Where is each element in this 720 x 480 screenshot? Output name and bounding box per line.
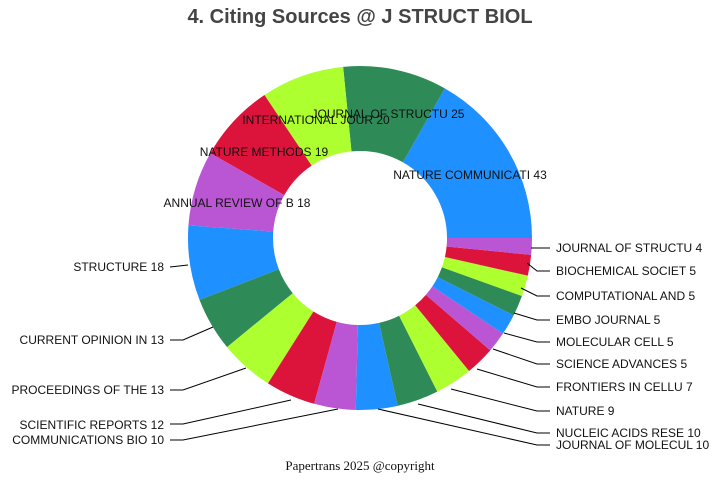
donut-slices [188, 65, 532, 411]
leader-line [513, 312, 550, 321]
leader-line [170, 367, 247, 391]
leader-line [170, 326, 214, 341]
slice-label: COMMUNICATIONS BIO 10 [12, 433, 164, 447]
slice-label: BIOCHEMICAL SOCIET 5 [556, 264, 696, 278]
donut-slice [437, 267, 522, 316]
slice-label: EMBO JOURNAL 5 [556, 313, 661, 327]
slice-label: CURRENT OPINION IN 13 [20, 333, 165, 347]
leader-line [169, 264, 189, 268]
slice-label: NATURE COMMUNICATI 43 [393, 168, 547, 182]
leader-line [170, 408, 339, 441]
donut-slice [399, 305, 470, 392]
donut-slice [199, 269, 293, 348]
donut-slice [441, 257, 528, 296]
slice-label: FRONTIERS IN CELLU 7 [556, 380, 693, 394]
donut-slice [210, 94, 312, 196]
slice-label: NATURE METHODS 19 [200, 145, 329, 159]
slice-label: SCIENTIFIC REPORTS 12 [20, 418, 165, 432]
leader-line [377, 408, 550, 446]
leader-line [170, 399, 292, 425]
donut-slice [425, 286, 504, 351]
copyright-footer: Papertrans 2025 @copyright [285, 458, 435, 473]
slice-label: INTERNATIONAL JOUR 20 [242, 113, 390, 127]
leader-line [417, 403, 550, 434]
leader-lines [169, 247, 550, 446]
slice-label: COMPUTATIONAL AND 5 [556, 289, 695, 303]
donut-slice [227, 293, 314, 384]
leader-line [476, 368, 550, 388]
donut-slice [379, 315, 438, 406]
slice-label: NATURE 9 [556, 404, 615, 418]
chart-title: 4. Citing Sources @ J STRUCT BIOL [187, 6, 533, 28]
donut-slice [188, 225, 279, 300]
slice-label: JOURNAL OF STRUCTU 25 [312, 107, 465, 121]
donut-slice [343, 65, 445, 163]
slice-label: STRUCTURE 18 [73, 260, 164, 274]
donut-slice [188, 153, 285, 232]
donut-slice [264, 66, 352, 166]
leader-line [526, 262, 550, 272]
donut-slice [446, 238, 532, 255]
donut-slice [355, 322, 398, 411]
slice-label: ANNUAL REVIEW OF B 18 [164, 196, 311, 210]
slice-label: PROCEEDINGS OF THE 13 [12, 383, 165, 397]
slice-label: JOURNAL OF STRUCTU 4 [556, 241, 703, 255]
leader-line [450, 388, 550, 412]
leader-line [492, 348, 550, 365]
leader-line [520, 287, 550, 297]
slice-label: SCIENCE ADVANCES 5 [556, 357, 687, 371]
donut-slice [444, 246, 532, 276]
donut-slice [432, 277, 514, 334]
donut-slice [415, 294, 491, 371]
donut-slice [402, 88, 532, 239]
slice-label: MOLECULAR CELL 5 [556, 335, 674, 349]
slice-label: JOURNAL OF MOLECUL 10 [556, 438, 709, 452]
donut-slice [267, 311, 337, 404]
donut-slice [314, 321, 358, 410]
slice-label: NUCLEIC ACIDS RESE 10 [556, 426, 701, 440]
leader-line [503, 332, 550, 343]
slice-labels: NATURE COMMUNICATI 43 JOURNAL OF STRUCTU … [12, 107, 710, 452]
